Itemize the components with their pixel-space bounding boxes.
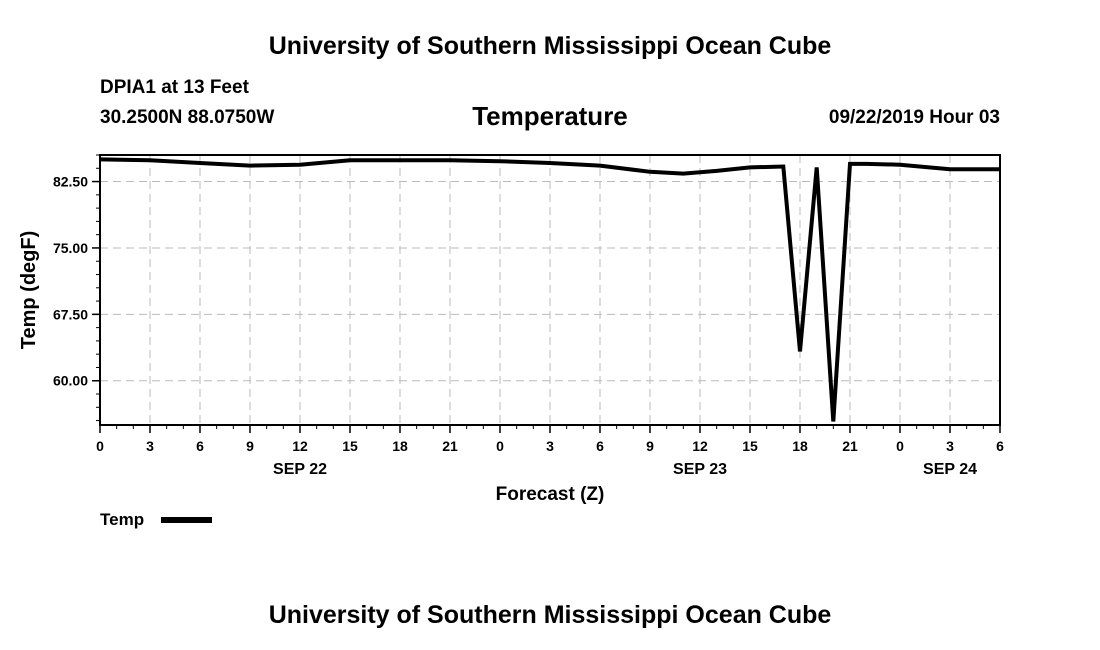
legend-label: Temp	[100, 510, 144, 529]
chart-title: Temperature	[472, 101, 628, 131]
grid-layer	[100, 155, 1000, 425]
x-tick-label: 6	[996, 438, 1004, 454]
series-line-temp	[99, 157, 1000, 422]
x-tick-label: 15	[742, 438, 758, 454]
x-tick-label: 18	[392, 438, 408, 454]
x-tick-label: 18	[792, 438, 808, 454]
x-tick-label: 3	[946, 438, 954, 454]
x-axis-label: Forecast (Z)	[496, 484, 605, 505]
series-layer	[99, 157, 1000, 422]
y-tick-label: 75.00	[53, 240, 88, 256]
x-date-label: SEP 24	[923, 461, 977, 478]
x-tick-label: 6	[596, 438, 604, 454]
plot-frame	[99, 154, 1001, 426]
station-coords: 30.2500N 88.0750W	[100, 107, 275, 128]
footer-title: University of Southern Mississippi Ocean…	[268, 601, 832, 629]
x-tick-label: 9	[646, 438, 654, 454]
y-tick-label: 67.50	[53, 306, 88, 322]
x-date-label: SEP 23	[673, 461, 727, 478]
forecast-timestamp: 09/22/2019 Hour 03	[828, 107, 1000, 128]
page-title: University of Southern Mississippi Ocean…	[268, 32, 832, 60]
y-tick-label: 60.00	[53, 373, 88, 389]
x-tick-label: 0	[896, 438, 904, 454]
x-date-label: SEP 22	[273, 461, 327, 478]
x-tick-label: 0	[96, 438, 104, 454]
x-tick-label: 21	[842, 438, 858, 454]
x-tick-label: 6	[196, 438, 204, 454]
y-tick-label: 82.50	[53, 174, 88, 190]
x-tick-label: 3	[546, 438, 554, 454]
axis-layer: 0 3 6 9 12 15 18 21 0 3 6 9 12 15 18 21 0 3 6 SEP 22 SEP 23 S…	[53, 154, 1004, 478]
x-tick-label: 15	[342, 438, 358, 454]
x-tick-label: 21	[442, 438, 458, 454]
station-label: DPIA1 at 13 Feet	[100, 77, 249, 98]
x-tick-label: 12	[692, 438, 708, 454]
x-tick-label: 3	[146, 438, 154, 454]
x-tick-label: 9	[246, 438, 254, 454]
x-tick-label: 12	[292, 438, 308, 454]
y-axis-label: Temp (degF)	[18, 231, 40, 350]
x-tick-label: 0	[496, 438, 504, 454]
